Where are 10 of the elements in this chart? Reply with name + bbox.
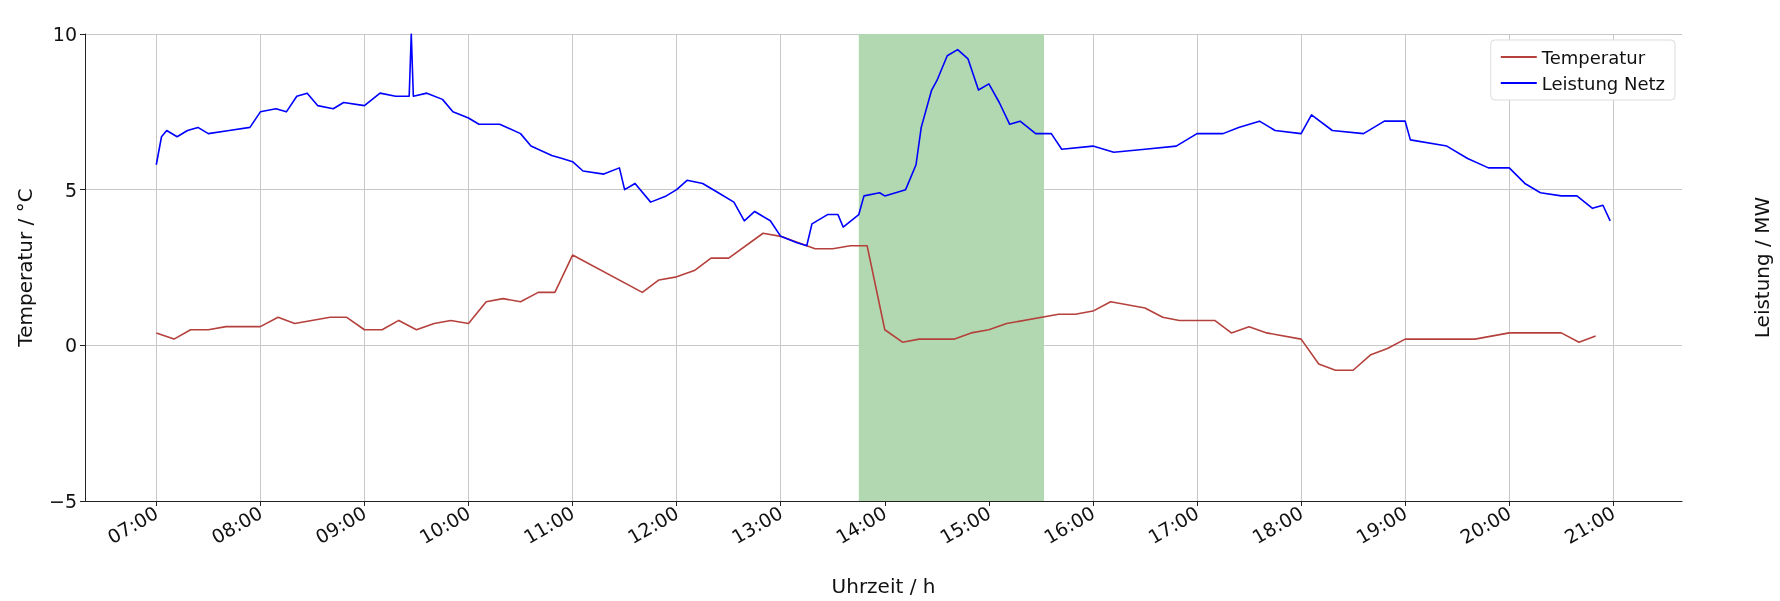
legend-label: Temperatur	[1540, 46, 1646, 68]
y2-axis-title: Leistung / MW	[1750, 196, 1774, 339]
y-tick-label: −5	[48, 490, 77, 512]
x-axis-title: Uhrzeit / h	[831, 574, 936, 598]
line-series	[155, 232, 1597, 372]
y-tick-label: 0	[64, 334, 77, 357]
legend-label: Leistung Netz	[1541, 72, 1665, 94]
y-axis-title: Temperatur / °C	[13, 188, 37, 348]
y-tick-label: 5	[64, 178, 77, 201]
y-tick-label: 10	[52, 23, 77, 45]
